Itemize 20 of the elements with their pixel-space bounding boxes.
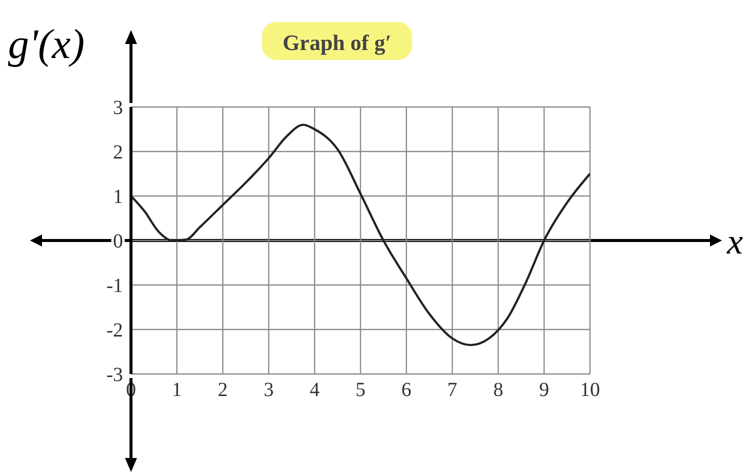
- x-tick-label: 8: [493, 379, 504, 402]
- x-tick-label: 4: [310, 379, 320, 402]
- y-tick-label: -3: [106, 364, 123, 386]
- x-tick-label: 10: [580, 379, 600, 402]
- line-series: [131, 124, 590, 346]
- y-tick-label: 2: [113, 142, 123, 164]
- x-tick-label: 1: [172, 379, 182, 402]
- x-tick-label: 2: [218, 379, 228, 402]
- x-tick-label: 3: [264, 379, 274, 402]
- y-tick-label: -2: [106, 320, 123, 342]
- y-axis-title: g'(x): [8, 22, 85, 68]
- x-axis-title: x: [726, 222, 743, 262]
- y-tick-label: 3: [113, 97, 123, 120]
- x-tick-label: 9: [539, 379, 550, 402]
- chart-title: Graph of g′: [282, 30, 392, 55]
- x-tick-label: 7: [447, 379, 458, 402]
- x-tick-label: 5: [356, 379, 366, 402]
- y-tick-label: -1: [106, 275, 123, 298]
- y-tick-label: 1: [113, 186, 123, 208]
- x-tick-label: 6: [401, 379, 412, 402]
